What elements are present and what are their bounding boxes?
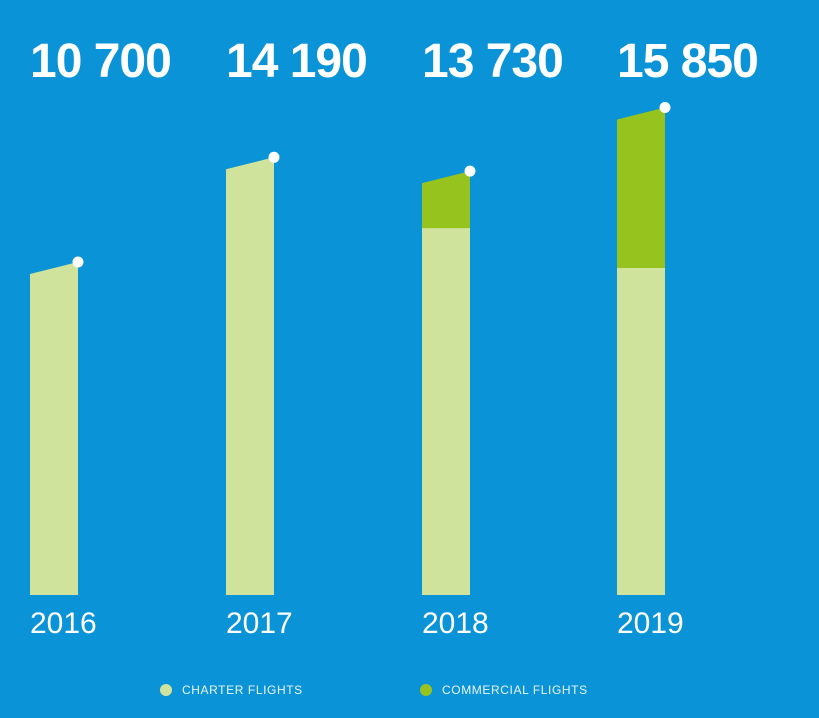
- legend: CHARTER FLIGHTS COMMERCIAL FLIGHTS: [160, 683, 588, 697]
- legend-label: COMMERCIAL FLIGHTS: [442, 683, 588, 697]
- total-label: 10 700: [30, 35, 171, 88]
- charter-bar: [422, 216, 470, 595]
- commercial-bar: [422, 171, 470, 229]
- top-dot: [659, 102, 671, 113]
- year-label: 2019: [617, 607, 684, 640]
- year-label: 2018: [422, 607, 489, 640]
- legend-swatch: [160, 684, 172, 696]
- total-label: 13 730: [422, 35, 563, 88]
- top-dot: [268, 151, 280, 163]
- commercial-bar: [617, 107, 665, 268]
- legend-swatch: [420, 684, 432, 696]
- total-label: 14 190: [226, 35, 367, 88]
- charter-bar: [226, 157, 274, 596]
- year-label: 2016: [30, 607, 97, 640]
- legend-label: CHARTER FLIGHTS: [182, 683, 303, 697]
- charter-bar: [30, 262, 78, 595]
- charter-bar: [617, 256, 665, 595]
- year-label: 2017: [226, 607, 293, 640]
- total-label: 15 850: [617, 35, 758, 88]
- top-dot: [464, 165, 476, 177]
- top-dot: [72, 256, 84, 268]
